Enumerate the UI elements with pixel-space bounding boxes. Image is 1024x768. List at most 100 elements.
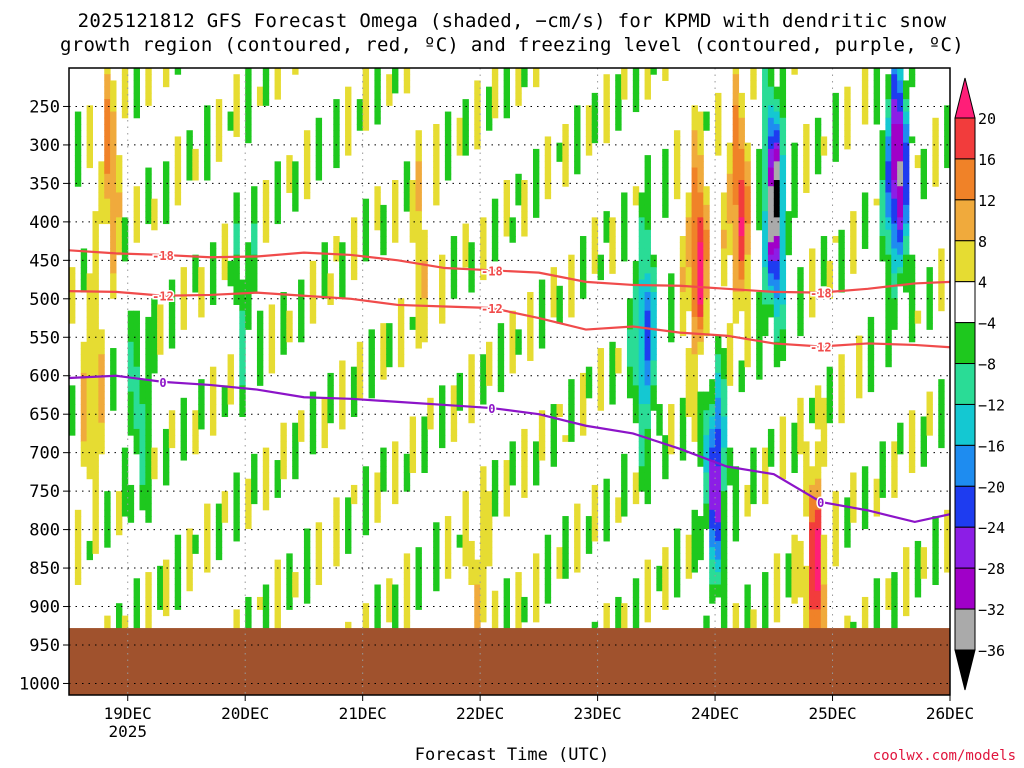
omega-cell	[245, 522, 252, 530]
omega-cell	[450, 435, 458, 442]
omega-cell	[133, 391, 140, 399]
omega-cell	[685, 540, 693, 548]
omega-cell	[826, 372, 834, 380]
omega-cell	[679, 267, 687, 274]
omega-cell	[209, 366, 217, 374]
omega-cell	[897, 167, 904, 175]
omega-cell	[574, 540, 581, 548]
omega-cell	[762, 124, 769, 131]
omega-cell	[415, 316, 422, 324]
omega-cell	[86, 335, 93, 343]
omega-cell	[697, 329, 704, 337]
omega-cell	[362, 80, 370, 88]
omega-cell	[603, 74, 610, 81]
omega-cell	[820, 534, 828, 542]
omega-cell	[415, 204, 422, 212]
omega-cell	[303, 173, 311, 181]
omega-cell	[532, 596, 540, 604]
omega-cell	[662, 453, 669, 461]
omega-cell	[151, 341, 158, 349]
omega-cell	[873, 584, 881, 592]
omega-cell	[221, 223, 229, 231]
omega-cell	[350, 385, 358, 393]
omega-cell	[151, 447, 158, 455]
omega-cell	[521, 229, 528, 237]
omega-cell	[538, 310, 546, 318]
omega-cell	[198, 397, 205, 405]
omega-cell	[374, 192, 381, 200]
omega-cell	[509, 472, 516, 480]
omega-cell	[298, 410, 305, 417]
omega-cell	[450, 416, 458, 424]
omega-cell	[856, 341, 863, 349]
omega-cell	[121, 615, 129, 623]
omega-cell	[685, 559, 693, 567]
omega-cell	[286, 329, 293, 337]
omega-cell	[204, 117, 211, 125]
omega-cell	[644, 422, 651, 430]
omega-cell	[262, 99, 270, 106]
omega-cell	[374, 615, 381, 623]
omega-cell	[204, 516, 211, 523]
omega-cell	[110, 130, 117, 137]
omega-cell	[409, 217, 417, 225]
omega-cell	[762, 130, 769, 137]
omega-cell	[245, 621, 252, 629]
omega-cell	[186, 142, 193, 150]
omega-cell	[814, 124, 822, 131]
omega-cell	[562, 528, 569, 536]
omega-cell	[697, 273, 704, 281]
omega-cell	[145, 335, 152, 343]
omega-cell	[703, 466, 710, 473]
omega-cell	[744, 329, 751, 337]
omega-cell	[374, 609, 381, 617]
omega-cell	[662, 460, 669, 467]
omega-cell	[938, 379, 945, 386]
omega-cell	[532, 155, 540, 162]
omega-cell	[221, 391, 229, 399]
omega-cell	[908, 441, 916, 449]
omega-cell	[773, 204, 781, 212]
omega-cell	[333, 130, 340, 137]
omega-cell	[133, 86, 140, 94]
omega-cell	[69, 385, 76, 393]
omega-cell	[773, 553, 781, 561]
omega-cell	[251, 491, 258, 498]
omega-cell	[92, 298, 99, 305]
omega-cell	[368, 335, 375, 343]
omega-cell	[732, 491, 740, 498]
omega-cell	[327, 404, 334, 411]
omega-cell	[885, 248, 892, 256]
omega-cell	[668, 441, 675, 449]
omega-cell	[791, 578, 798, 586]
omega-cell	[104, 80, 111, 88]
omega-cell	[844, 111, 851, 119]
omega-cell	[274, 596, 281, 604]
omega-cell	[274, 615, 281, 623]
omega-cell	[86, 285, 93, 293]
omega-cell	[908, 316, 916, 324]
omega-cell	[444, 547, 452, 554]
omega-cell	[838, 397, 845, 405]
omega-cell	[303, 142, 311, 150]
omega-cell	[932, 528, 939, 536]
omega-cell	[814, 130, 822, 137]
omega-cell	[215, 534, 223, 542]
omega-cell	[127, 491, 135, 498]
omega-cell	[292, 447, 299, 455]
omega-cell	[127, 484, 135, 492]
omega-cell	[644, 466, 651, 473]
omega-cell	[145, 397, 152, 405]
omega-cell	[920, 161, 928, 169]
omega-cell	[885, 105, 892, 113]
omega-cell	[386, 590, 393, 598]
omega-cell	[650, 348, 657, 355]
omega-cell	[180, 323, 187, 330]
omega-cell	[104, 136, 111, 144]
omega-cell	[732, 92, 740, 100]
omega-cell	[69, 404, 76, 411]
omega-cell	[121, 491, 129, 498]
omega-cell	[756, 304, 763, 312]
omega-cell	[180, 410, 187, 417]
omega-cell	[744, 229, 751, 237]
